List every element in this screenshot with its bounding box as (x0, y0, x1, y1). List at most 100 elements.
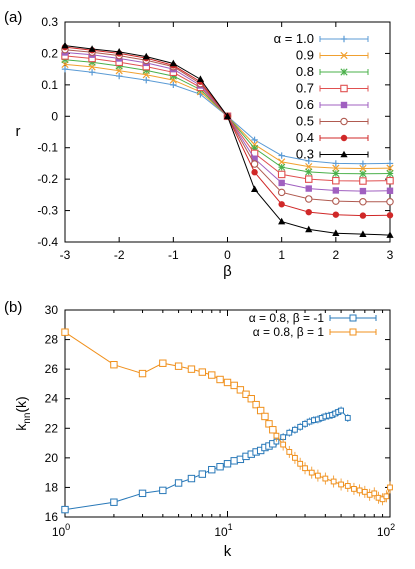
data-point (304, 195, 313, 203)
panel-b-y-label-sub: nn (22, 413, 33, 424)
panel-a-y-tick-label: 0.2 (41, 46, 58, 60)
data-point (305, 157, 312, 165)
data-point (278, 152, 285, 159)
data-point (223, 460, 232, 468)
panel-b: (b) 100 101 102 16 18 20 22 24 26 28 30 α = 0.8, β… (4, 299, 395, 560)
data-point (138, 489, 147, 498)
legend-entry-marker (340, 117, 348, 126)
data-point (292, 454, 298, 461)
data-point (187, 365, 196, 373)
data-point (386, 160, 394, 167)
data-point (278, 158, 286, 166)
panel-b-y-label-main: k (13, 423, 29, 431)
panel-b-y-axis-label: knn(k) (13, 396, 33, 430)
data-point (386, 164, 394, 172)
panel-a: (a) -3 -2 -1 0 1 2 3 -0.4 -0.3 -0.2 -0.1 0 0.1 0.2 0.3… (4, 9, 394, 280)
data-point (273, 432, 280, 439)
data-point (302, 465, 308, 472)
data-point (269, 426, 277, 434)
legend-entry-label: 0.4 (296, 130, 314, 145)
data-point (305, 162, 313, 171)
legend-entry-marker (349, 314, 357, 322)
panel-a-series (61, 41, 394, 238)
legend-entry-label: α = 1.0 (274, 31, 314, 46)
data-point (223, 378, 232, 387)
data-point (265, 420, 273, 428)
legend-entry-marker (340, 68, 348, 76)
data-point (305, 168, 313, 176)
panel-b-series (61, 328, 393, 514)
panel-a-y-tick-label: -0.1 (37, 141, 58, 155)
panel-b-legend: α = 0.8, β = -1α = 0.8, β = 1 (249, 311, 377, 339)
panel-a-x-tick-label: 1 (278, 248, 285, 262)
legend-entry-label: α = 0.8, β = 1 (253, 325, 325, 339)
data-point (304, 175, 313, 183)
data-point (359, 230, 367, 237)
data-point (61, 41, 69, 49)
data-point (387, 484, 393, 491)
data-point (386, 176, 394, 185)
data-point (88, 58, 96, 66)
panel-b-x-axis-label: k (224, 543, 232, 560)
data-point (386, 169, 394, 178)
panel-a-legend: α = 1.0 0.90.8 0.70.6 0.50.4 0.3 (274, 31, 369, 162)
legend-entry-marker (340, 134, 348, 142)
panel-a-y-tick-label: 0 (51, 109, 58, 123)
data-point (344, 415, 351, 421)
data-point (356, 487, 363, 494)
panel-a-y-tick-label: 0.3 (41, 15, 58, 29)
data-point (169, 72, 177, 80)
data-point (143, 76, 150, 84)
data-point (252, 400, 260, 409)
legend-entry-marker (340, 150, 348, 158)
panel-b-x-tick-label: 100 (52, 522, 70, 539)
data-point (386, 187, 394, 194)
data-point (138, 369, 147, 378)
panel-a-ticks: -3 -2 -1 0 1 2 3 -0.4 -0.3 -0.2 -0.1 0 0.1 0.2 0.3 (37, 15, 393, 262)
data-point (305, 225, 313, 233)
data-point (216, 463, 224, 471)
data-point (359, 170, 367, 178)
data-point (242, 390, 250, 398)
data-point (292, 426, 298, 433)
data-point (332, 229, 340, 236)
data-point (371, 490, 378, 497)
data-point (361, 488, 368, 495)
data-point (115, 48, 123, 55)
data-point (142, 66, 150, 74)
data-point (280, 441, 287, 448)
data-point (61, 328, 69, 336)
legend-entry-marker (349, 328, 357, 336)
data-point (196, 75, 205, 82)
panel-b-y-tick-label: 20 (45, 451, 59, 465)
legend-entry-marker (340, 35, 348, 43)
data-point (332, 160, 340, 167)
data-point (277, 170, 286, 179)
data-point (359, 187, 367, 195)
data-point (332, 211, 340, 218)
data-point (314, 472, 321, 479)
data-point (61, 65, 69, 73)
data-point (216, 375, 224, 384)
data-point (386, 198, 394, 206)
panel-a-y-tick-label: -0.4 (37, 235, 58, 249)
data-point (251, 155, 258, 162)
legend-entry-label: 0.6 (296, 97, 314, 112)
panel-b-y-tick-label: 30 (45, 303, 59, 317)
panel-a-x-axis-label: β (223, 263, 232, 280)
data-point (88, 45, 96, 52)
data-point (386, 212, 394, 219)
data-point (386, 231, 394, 238)
data-point (359, 177, 367, 185)
panel-a-y-tick-label: -0.3 (37, 204, 58, 218)
panel-a-y-axis-label: r (16, 123, 21, 140)
panel-a-label: (a) (4, 9, 22, 26)
panel-a-x-tick-label: -2 (114, 248, 125, 262)
legend-entry-label: 0.5 (296, 114, 314, 129)
data-point (332, 197, 340, 205)
panel-b-x-tick-label: 102 (377, 522, 395, 539)
data-point (278, 179, 285, 187)
data-point (208, 465, 216, 474)
data-point (250, 144, 259, 152)
